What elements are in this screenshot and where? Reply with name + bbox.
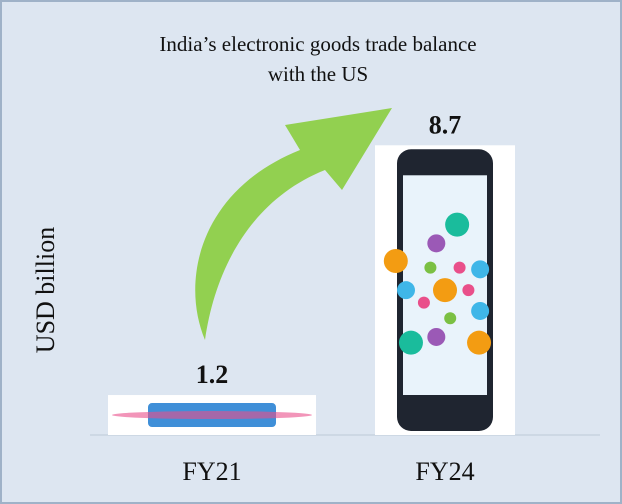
x-tick-label: FY21 — [182, 457, 241, 486]
bar-pictogram — [418, 297, 430, 309]
bar-pictogram — [427, 234, 445, 252]
chart: India’s electronic goods trade balance w… — [0, 0, 622, 504]
bar-pictogram — [467, 331, 491, 355]
bar-pictogram — [427, 328, 445, 346]
bar-pictogram — [444, 312, 456, 324]
bar-pictogram — [445, 213, 469, 237]
bar-pictogram — [397, 281, 415, 299]
bar-pictogram — [462, 284, 474, 296]
bar-pictogram — [471, 260, 489, 278]
bar-pictogram — [471, 302, 489, 320]
bar-pictogram — [112, 411, 312, 419]
bar-pictogram — [384, 249, 408, 273]
x-tick-label: FY24 — [415, 457, 474, 486]
data-label: 1.2 — [196, 360, 229, 389]
chart-title: with the US — [268, 62, 368, 86]
bar-pictogram — [399, 331, 423, 355]
data-label: 8.7 — [429, 110, 462, 139]
bar-pictogram — [454, 262, 466, 274]
bar-pictogram — [424, 262, 436, 274]
y-axis-label: USD billion — [31, 227, 60, 353]
bar-pictogram — [433, 278, 457, 302]
chart-title: India’s electronic goods trade balance — [159, 32, 476, 56]
